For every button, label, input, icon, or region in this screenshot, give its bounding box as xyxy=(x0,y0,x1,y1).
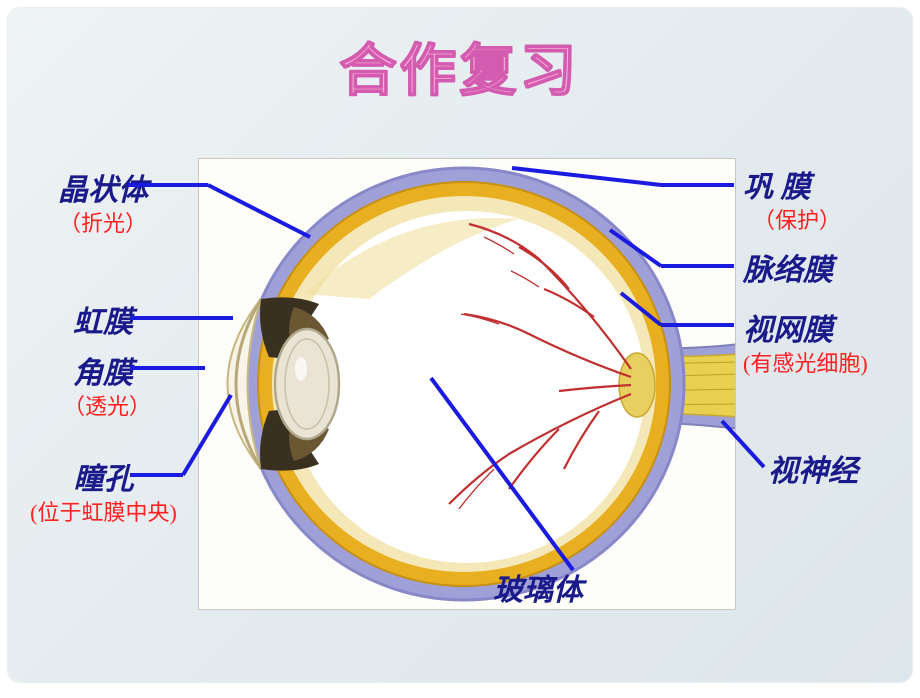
label-iris: 虹膜 xyxy=(63,303,143,342)
label-nerve: 视神经 xyxy=(768,452,918,491)
label-sclera: 巩 膜 （保护） xyxy=(743,168,893,236)
label-lens-name: 晶状体 xyxy=(43,171,163,210)
label-cornea-name: 角膜 xyxy=(63,354,143,393)
label-sclera-func: （保护） xyxy=(743,207,893,236)
label-pupil-func: (位于虹膜中央) xyxy=(16,499,191,528)
label-choroid-name: 脉络膜 xyxy=(743,251,893,290)
label-pupil-name: 瞳孔 xyxy=(16,460,191,499)
label-pupil: 瞳孔 (位于虹膜中央) xyxy=(16,460,191,528)
label-retina: 视网膜 (有感光细胞) xyxy=(743,311,903,379)
label-lens: 晶状体 （折光） xyxy=(43,171,163,239)
label-cornea: 角膜 （透光） xyxy=(63,354,143,422)
label-retina-func: (有感光细胞) xyxy=(743,350,903,379)
label-cornea-func: （透光） xyxy=(63,393,143,422)
label-vitreous-name: 玻璃体 xyxy=(493,571,643,610)
label-choroid: 脉络膜 xyxy=(743,251,893,290)
label-vitreous: 玻璃体 xyxy=(493,571,643,610)
eye-figure xyxy=(198,158,736,610)
label-lens-func: （折光） xyxy=(43,210,163,239)
label-nerve-name: 视神经 xyxy=(768,452,918,491)
label-iris-name: 虹膜 xyxy=(63,303,143,342)
slide-title: 合作复习 xyxy=(8,26,912,107)
slide: 合作复习 xyxy=(8,8,912,682)
eye-illustration xyxy=(199,159,735,609)
label-sclera-name: 巩 膜 xyxy=(743,168,893,207)
label-retina-name: 视网膜 xyxy=(743,311,903,350)
